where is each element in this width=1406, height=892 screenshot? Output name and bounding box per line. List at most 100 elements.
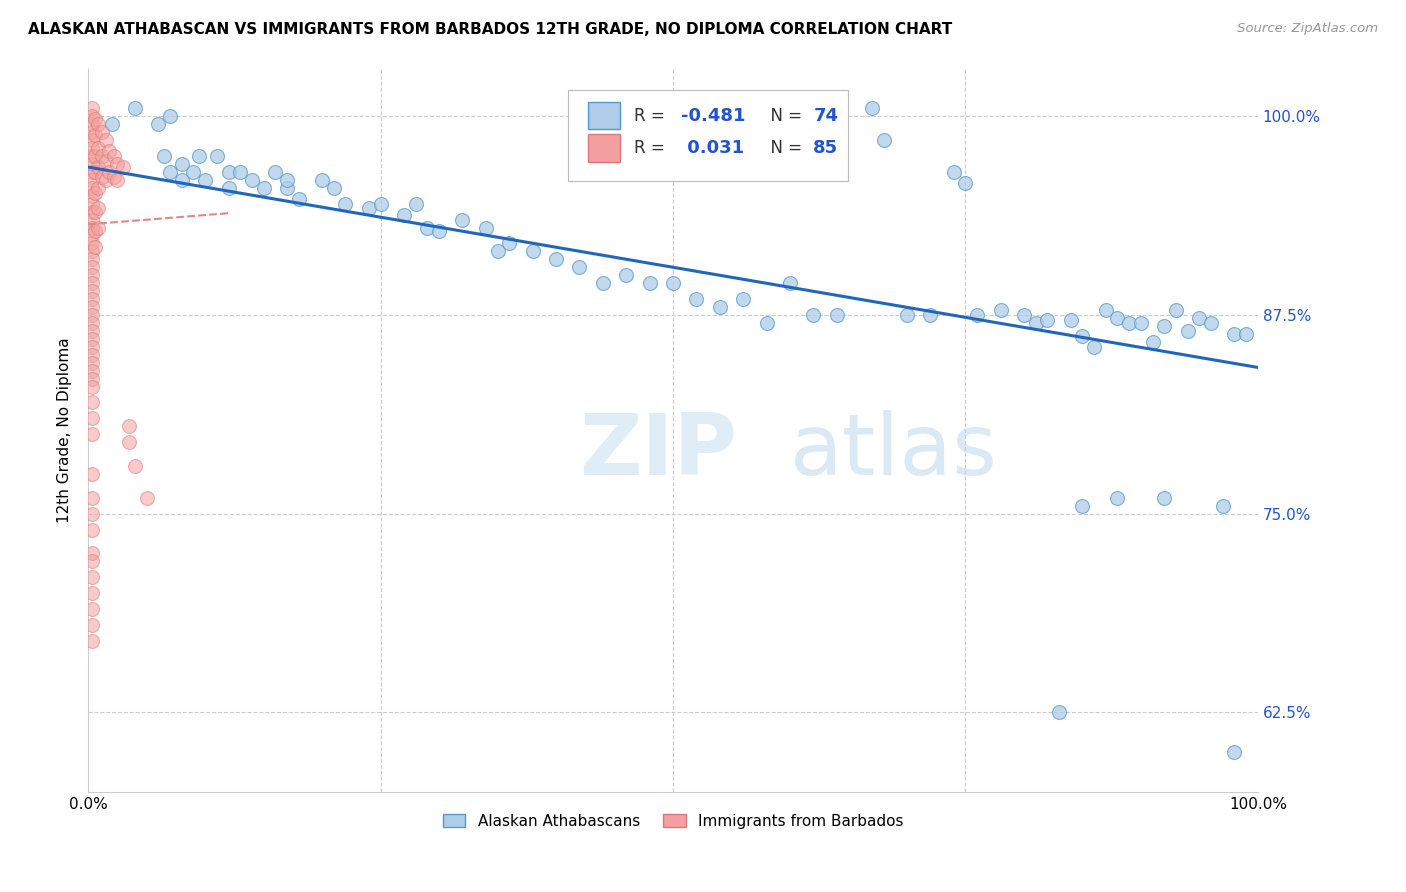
Text: N =: N =: [759, 139, 807, 157]
Point: [100, 117, 122, 131]
Point: [118, 419, 141, 434]
Point: [825, 308, 848, 322]
Point: [94, 133, 117, 147]
Point: [544, 252, 567, 267]
Point: [801, 308, 824, 322]
Point: [118, 435, 141, 450]
Point: [135, 491, 157, 505]
Point: [662, 276, 685, 290]
Point: [80, 133, 103, 147]
Point: [80, 101, 103, 115]
Y-axis label: 12th Grade, No Diploma: 12th Grade, No Diploma: [58, 337, 72, 523]
Point: [80, 371, 103, 385]
Point: [80, 252, 103, 267]
Point: [105, 157, 128, 171]
Point: [80, 411, 103, 425]
Point: [103, 169, 125, 184]
Point: [80, 316, 103, 330]
Point: [103, 149, 125, 163]
Point: [80, 427, 103, 442]
Point: [80, 292, 103, 306]
Point: [1012, 308, 1035, 322]
Point: [80, 356, 103, 370]
Point: [1142, 334, 1164, 349]
Point: [86, 181, 108, 195]
Point: [522, 244, 544, 259]
Point: [80, 363, 103, 377]
Text: R =: R =: [634, 139, 671, 157]
Text: 74: 74: [813, 106, 838, 125]
Point: [98, 145, 121, 159]
Point: [159, 109, 181, 123]
Point: [1188, 311, 1211, 326]
Text: R =: R =: [634, 106, 671, 125]
Point: [84, 165, 107, 179]
Text: ALASKAN ATHABASCAN VS IMMIGRANTS FROM BARBADOS 12TH GRADE, NO DIPLOMA CORRELATIO: ALASKAN ATHABASCAN VS IMMIGRANTS FROM BA…: [28, 22, 952, 37]
Point: [84, 112, 107, 127]
Point: [112, 160, 135, 174]
Point: [80, 618, 103, 632]
Point: [84, 186, 107, 200]
Point: [153, 149, 176, 163]
Point: [159, 165, 181, 179]
Point: [124, 458, 146, 473]
Point: [80, 586, 103, 600]
Point: [80, 125, 103, 139]
Text: 85: 85: [813, 139, 838, 157]
Point: [1060, 312, 1083, 326]
Point: [86, 160, 108, 174]
Point: [80, 165, 103, 179]
Point: [80, 379, 103, 393]
Point: [80, 157, 103, 171]
Text: -0.481: -0.481: [681, 106, 745, 125]
Point: [80, 602, 103, 616]
Point: [80, 196, 103, 211]
Point: [80, 570, 103, 584]
Point: [170, 157, 193, 171]
Point: [475, 220, 498, 235]
Point: [1107, 491, 1129, 505]
Point: [80, 228, 103, 243]
Point: [183, 165, 205, 179]
Point: [486, 244, 509, 259]
Point: [80, 117, 103, 131]
Point: [91, 149, 114, 163]
Point: [755, 316, 778, 330]
Point: [105, 173, 128, 187]
Point: [205, 149, 228, 163]
Point: [80, 340, 103, 354]
Point: [942, 165, 965, 179]
FancyBboxPatch shape: [588, 102, 620, 129]
Point: [80, 149, 103, 163]
Point: [685, 292, 707, 306]
Point: [229, 165, 252, 179]
Point: [287, 192, 309, 206]
Point: [405, 196, 427, 211]
Point: [80, 324, 103, 338]
Point: [733, 292, 755, 306]
Point: [80, 109, 103, 123]
Point: [498, 236, 520, 251]
Point: [416, 220, 439, 235]
Point: [779, 276, 801, 290]
Point: [427, 224, 450, 238]
Text: atlas: atlas: [790, 410, 998, 493]
Point: [91, 125, 114, 139]
Point: [80, 554, 103, 568]
Point: [240, 173, 263, 187]
Point: [1107, 311, 1129, 326]
Point: [80, 467, 103, 481]
Point: [1094, 303, 1116, 318]
Text: ZIP: ZIP: [579, 410, 737, 493]
Point: [614, 268, 637, 283]
Point: [218, 165, 240, 179]
Point: [84, 204, 107, 219]
Point: [84, 224, 107, 238]
Point: [955, 176, 977, 190]
Point: [86, 141, 108, 155]
Point: [91, 169, 114, 184]
Text: 0.031: 0.031: [681, 139, 744, 157]
Point: [80, 507, 103, 521]
Point: [1234, 326, 1257, 341]
Point: [1153, 491, 1175, 505]
